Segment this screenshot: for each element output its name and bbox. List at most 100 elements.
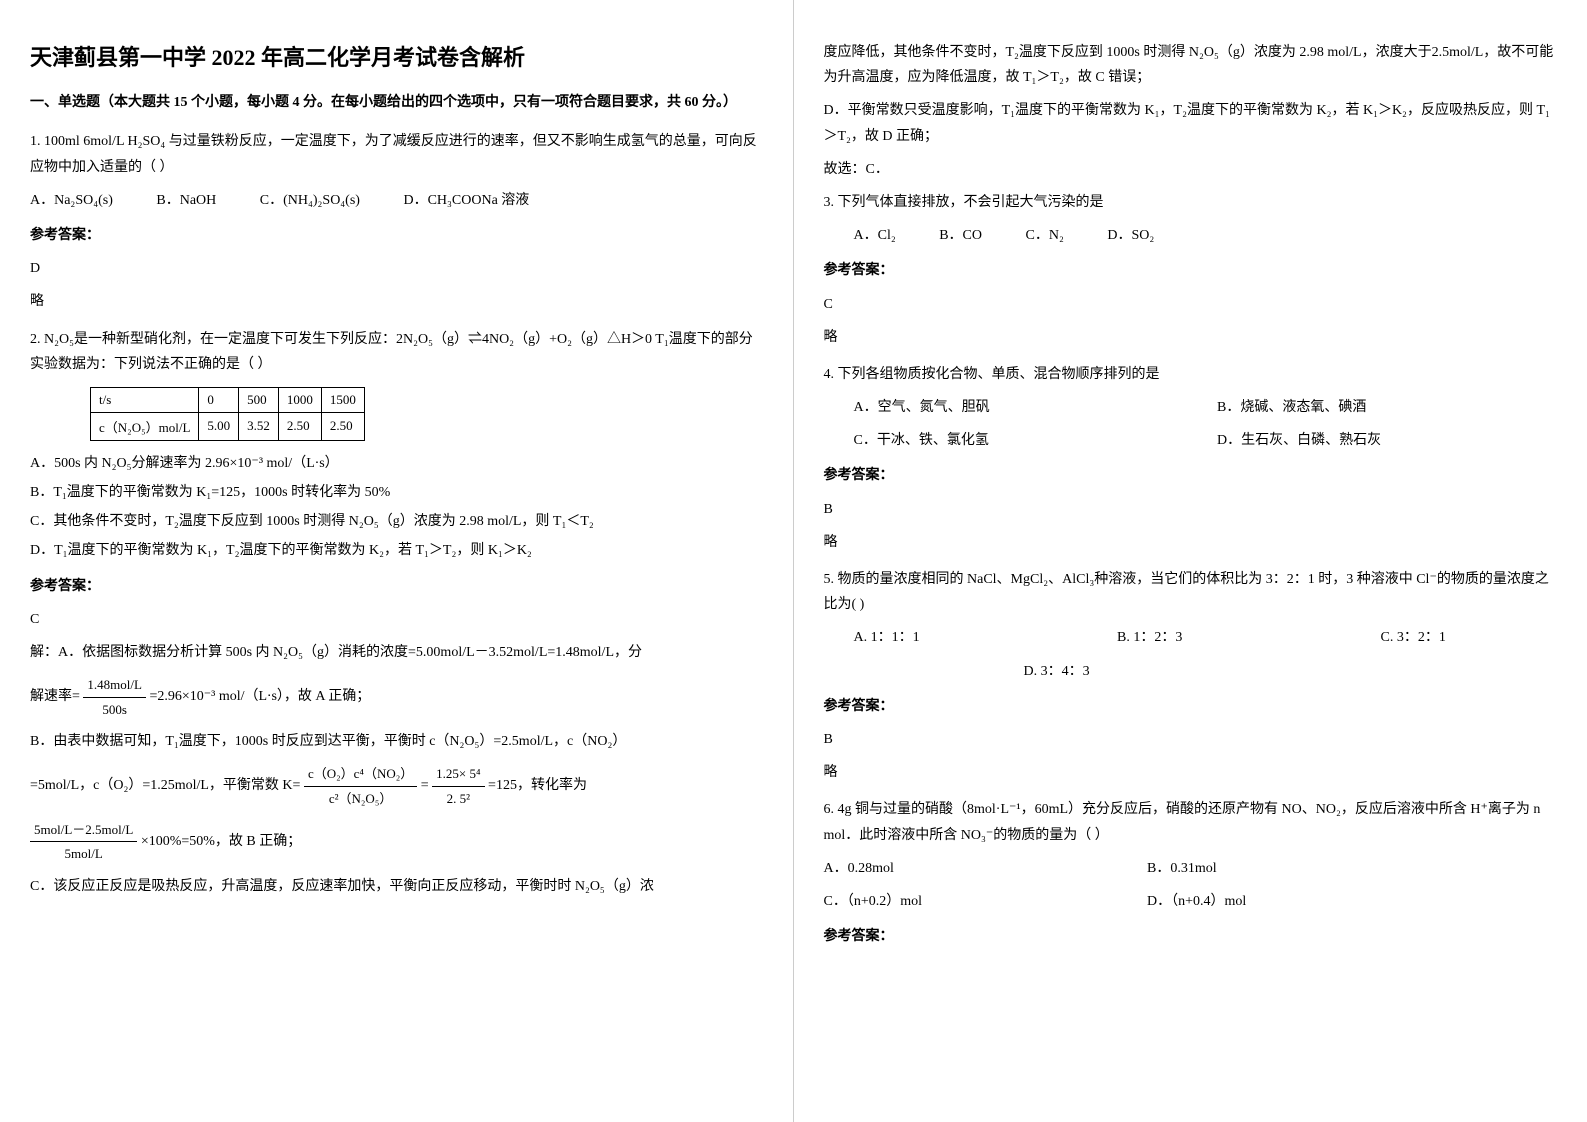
fraction: 5mol/L－2.5mol/L 5mol/L xyxy=(30,818,137,866)
q5-optC: C. 3：2：1 xyxy=(1381,625,1446,650)
q2-answer-label: 参考答案： xyxy=(30,574,763,599)
page-title: 天津蓟县第一中学 2022 年高二化学月考试卷含解析 xyxy=(30,40,763,72)
fraction: 1.25× 5⁴ 2. 5² xyxy=(432,762,484,810)
q2-explB-1: B．由表中数据可知，T₁温度下，1000s 时反应到达平衡，平衡时 c（N₂O₅… xyxy=(30,729,763,754)
q5-options-2: D. 3：4：3 xyxy=(1024,659,1558,684)
q6-text: 6. 4g 铜与过量的硝酸（8mol·L⁻¹，60mL）充分反应后，硝酸的还原产… xyxy=(824,797,1558,847)
table-cell: 2.50 xyxy=(321,412,364,440)
q5-answer: B xyxy=(824,727,1558,752)
q2-explB-3: 5mol/L－2.5mol/L 5mol/L ×100%=50%，故 B 正确； xyxy=(30,818,763,866)
table-cell: 500 xyxy=(239,387,279,412)
table-cell: 1000 xyxy=(278,387,321,412)
q6-options-2: C．（n+0.2）mol D．（n+0.4）mol xyxy=(824,889,1558,914)
fraction: c（O₂）c⁴（NO₂） c²（N₂O₅） xyxy=(304,762,417,810)
q2-cont1: 度应降低，其他条件不变时，T₂温度下反应到 1000s 时测得 N₂O₅（g）浓… xyxy=(824,40,1558,90)
q4-options-1: A．空气、氮气、胆矾 B．烧碱、液态氧、碘酒 xyxy=(854,395,1558,420)
q4-options-2: C．干冰、铁、氯化氢 D．生石灰、白磷、熟石灰 xyxy=(854,428,1558,453)
q1-optC: C．(NH₄)₂SO₄(s) xyxy=(260,188,360,213)
q2-optA: A．500s 内 N₂O₅分解速率为 2.96×10⁻³ mol/（L⋅s） xyxy=(30,451,763,476)
expl-text: =5mol/L，c（O₂）=1.25mol/L，平衡常数 K= xyxy=(30,778,300,793)
question-1: 1. 100ml 6mol/L H₂SO₄ 与过量铁粉反应，一定温度下，为了减缓… xyxy=(30,129,763,314)
q2-optB: B．T₁温度下的平衡常数为 K₁=125，1000s 时转化率为 50% xyxy=(30,480,763,505)
expl-text: =125，转化率为 xyxy=(488,778,587,793)
q4-optC: C．干冰、铁、氯化氢 xyxy=(854,428,1174,453)
q6-optD: D．（n+0.4）mol xyxy=(1147,889,1246,914)
table-row: t/s 0 500 1000 1500 xyxy=(91,387,365,412)
table-cell: 3.52 xyxy=(239,412,279,440)
q2-cont3: 故选：C． xyxy=(824,157,1558,182)
q3-optC: C．N₂ xyxy=(1026,223,1064,248)
q5-text: 5. 物质的量浓度相同的 NaCl、MgCl₂、AlCl₃种溶液，当它们的体积比… xyxy=(824,567,1558,617)
q4-optA: A．空气、氮气、胆矾 xyxy=(854,395,1174,420)
question-3: 3. 下列气体直接排放，不会引起大气污染的是 A．Cl₂ B．CO C．N₂ D… xyxy=(824,190,1558,350)
q6-optC: C．（n+0.2）mol xyxy=(824,889,1104,914)
question-6: 6. 4g 铜与过量的硝酸（8mol·L⁻¹，60mL）充分反应后，硝酸的还原产… xyxy=(824,797,1558,949)
frac-den: 500s xyxy=(83,698,146,721)
q2-explC: C．该反应正反应是吸热反应，升高温度，反应速率加快，平衡向正反应移动，平衡时时 … xyxy=(30,874,763,899)
fraction: 1.48mol/L 500s xyxy=(83,673,146,721)
frac-num: c（O₂）c⁴（NO₂） xyxy=(304,762,417,786)
q3-options: A．Cl₂ B．CO C．N₂ D．SO₂ xyxy=(854,223,1558,248)
q3-answer: C xyxy=(824,292,1558,317)
expl-text: =2.96×10⁻³ mol/（L⋅s），故 A 正确； xyxy=(149,689,370,704)
table-cell: 5.00 xyxy=(199,412,239,440)
frac-den: c²（N₂O₅） xyxy=(304,787,417,810)
q1-brief: 略 xyxy=(30,289,763,314)
table-cell: 0 xyxy=(199,387,239,412)
table-row: c（N₂O₅）mol/L 5.00 3.52 2.50 2.50 xyxy=(91,412,365,440)
q5-answer-label: 参考答案： xyxy=(824,694,1558,719)
q3-optD: D．SO₂ xyxy=(1107,223,1154,248)
q2-optC: C．其他条件不变时，T₂温度下反应到 1000s 时测得 N₂O₅（g）浓度为 … xyxy=(30,509,763,534)
q4-optB: B．烧碱、液态氧、碘酒 xyxy=(1217,395,1366,420)
section-intro: 一、单选题（本大题共 15 个小题，每小题 4 分。在每小题给出的四个选项中，只… xyxy=(30,92,763,114)
q6-options-1: A．0.28mol B．0.31mol xyxy=(824,856,1558,881)
q5-optA: A. 1：1：1 xyxy=(854,625,1074,650)
q2-explA-line: 解速率= 1.48mol/L 500s =2.96×10⁻³ mol/（L⋅s）… xyxy=(30,673,763,721)
q2-text: 2. N₂O₅是一种新型硝化剂，在一定温度下可发生下列反应：2N₂O₅（g）⇌4… xyxy=(30,327,763,377)
q4-brief: 略 xyxy=(824,530,1558,555)
q5-options-1: A. 1：1：1 B. 1：2：3 C. 3：2：1 xyxy=(854,625,1558,650)
q2-cont2: D．平衡常数只受温度影响，T₁温度下的平衡常数为 K₁，T₂温度下的平衡常数为 … xyxy=(824,98,1558,148)
q4-text: 4. 下列各组物质按化合物、单质、混合物顺序排列的是 xyxy=(824,362,1558,387)
frac-num: 1.25× 5⁴ xyxy=(432,762,484,786)
q4-optD: D．生石灰、白磷、熟石灰 xyxy=(1217,428,1381,453)
q3-text: 3. 下列气体直接排放，不会引起大气污染的是 xyxy=(824,190,1558,215)
question-5: 5. 物质的量浓度相同的 NaCl、MgCl₂、AlCl₃种溶液，当它们的体积比… xyxy=(824,567,1558,785)
q5-optB: B. 1：2：3 xyxy=(1117,625,1337,650)
q2-explB-2: =5mol/L，c（O₂）=1.25mol/L，平衡常数 K= c（O₂）c⁴（… xyxy=(30,762,763,810)
q6-optB: B．0.31mol xyxy=(1147,856,1217,881)
frac-num: 5mol/L－2.5mol/L xyxy=(30,818,137,842)
q1-optA: A．Na₂SO₄(s) xyxy=(30,188,113,213)
q2-options: A．500s 内 N₂O₅分解速率为 2.96×10⁻³ mol/（L⋅s） B… xyxy=(30,451,763,564)
table-cell: c（N₂O₅）mol/L xyxy=(91,412,199,440)
q3-optA: A．Cl₂ xyxy=(854,223,896,248)
frac-den: 5mol/L xyxy=(30,842,137,865)
q1-optD: D．CH₃COONa 溶液 xyxy=(403,188,529,213)
question-4: 4. 下列各组物质按化合物、单质、混合物顺序排列的是 A．空气、氮气、胆矾 B．… xyxy=(824,362,1558,555)
q4-answer: B xyxy=(824,497,1558,522)
table-cell: 2.50 xyxy=(278,412,321,440)
question-2: 2. N₂O₅是一种新型硝化剂，在一定温度下可发生下列反应：2N₂O₅（g）⇌4… xyxy=(30,327,763,899)
table-cell: 1500 xyxy=(321,387,364,412)
q6-answer-label: 参考答案： xyxy=(824,924,1558,949)
q2-table: t/s 0 500 1000 1500 c（N₂O₅）mol/L 5.00 3.… xyxy=(90,387,365,441)
q1-text: 1. 100ml 6mol/L H₂SO₄ 与过量铁粉反应，一定温度下，为了减缓… xyxy=(30,129,763,179)
table-cell: t/s xyxy=(91,387,199,412)
frac-den: 2. 5² xyxy=(432,787,484,810)
expl-text: = xyxy=(421,778,432,793)
q3-brief: 略 xyxy=(824,325,1558,350)
right-column: 度应降低，其他条件不变时，T₂温度下反应到 1000s 时测得 N₂O₅（g）浓… xyxy=(794,0,1587,1122)
q3-answer-label: 参考答案： xyxy=(824,258,1558,283)
q1-answer-label: 参考答案： xyxy=(30,223,763,248)
q2-explA-pre: 解：A．依据图标数据分析计算 500s 内 N₂O₅（g）消耗的浓度=5.00m… xyxy=(30,640,763,665)
q5-optD: D. 3：4：3 xyxy=(1024,659,1090,684)
q1-options: A．Na₂SO₄(s) B．NaOH C．(NH₄)₂SO₄(s) D．CH₃C… xyxy=(30,188,763,213)
expl-text: ×100%=50%，故 B 正确； xyxy=(141,834,301,849)
q5-brief: 略 xyxy=(824,760,1558,785)
q6-optA: A．0.28mol xyxy=(824,856,1104,881)
q2-answer: C xyxy=(30,607,763,632)
q1-answer: D xyxy=(30,256,763,281)
q1-optB: B．NaOH xyxy=(156,188,216,213)
q4-answer-label: 参考答案： xyxy=(824,463,1558,488)
q2-optD: D．T₁温度下的平衡常数为 K₁，T₂温度下的平衡常数为 K₂，若 T₁＞T₂，… xyxy=(30,538,763,563)
